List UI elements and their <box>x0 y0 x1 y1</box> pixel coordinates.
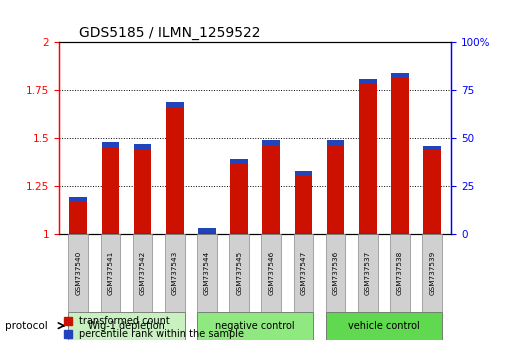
Bar <box>197 234 217 312</box>
Text: Wig-1 depletion: Wig-1 depletion <box>88 321 165 331</box>
Text: GSM737547: GSM737547 <box>301 251 306 295</box>
Text: GSM737541: GSM737541 <box>107 251 113 295</box>
Bar <box>101 234 120 312</box>
Bar <box>165 234 185 312</box>
Text: vehicle control: vehicle control <box>348 321 420 331</box>
Bar <box>69 197 87 234</box>
Bar <box>327 140 345 234</box>
Bar <box>326 234 345 312</box>
Text: GSM737545: GSM737545 <box>236 251 242 295</box>
Text: GSM737546: GSM737546 <box>268 251 274 295</box>
Legend: transformed count, percentile rank within the sample: transformed count, percentile rank withi… <box>64 316 244 339</box>
Bar <box>327 140 345 145</box>
Bar <box>326 312 442 340</box>
Bar <box>197 312 313 340</box>
Bar <box>263 140 280 234</box>
Bar <box>133 234 152 312</box>
Bar <box>422 234 442 312</box>
Bar <box>166 102 184 234</box>
Bar <box>229 234 249 312</box>
Text: GSM737544: GSM737544 <box>204 251 210 295</box>
Bar <box>230 159 248 234</box>
Bar <box>198 228 216 234</box>
Bar <box>391 73 409 234</box>
Bar <box>198 228 216 233</box>
Bar <box>359 79 377 84</box>
Text: GSM737539: GSM737539 <box>429 251 435 295</box>
Text: protocol: protocol <box>5 321 48 331</box>
Text: GSM737540: GSM737540 <box>75 251 81 295</box>
Bar <box>134 144 151 149</box>
Bar <box>134 144 151 234</box>
Bar <box>230 159 248 164</box>
Text: GSM737536: GSM737536 <box>332 251 339 295</box>
Text: GDS5185 / ILMN_1259522: GDS5185 / ILMN_1259522 <box>78 26 260 40</box>
Bar <box>423 146 441 234</box>
Text: GSM737542: GSM737542 <box>140 251 146 295</box>
Bar <box>68 234 88 312</box>
Bar <box>102 142 120 234</box>
Bar <box>166 102 184 107</box>
Bar <box>294 171 312 234</box>
Text: GSM737538: GSM737538 <box>397 251 403 295</box>
Bar <box>391 73 409 78</box>
Text: negative control: negative control <box>215 321 295 331</box>
Bar <box>69 197 87 202</box>
Text: GSM737537: GSM737537 <box>365 251 371 295</box>
Bar <box>263 140 280 145</box>
Bar <box>68 312 185 340</box>
Bar <box>423 146 441 150</box>
Bar <box>359 79 377 234</box>
Bar <box>358 234 378 312</box>
Bar <box>390 234 410 312</box>
Bar <box>262 234 281 312</box>
Text: GSM737543: GSM737543 <box>172 251 178 295</box>
Bar <box>293 234 313 312</box>
Bar <box>102 142 120 147</box>
Bar <box>294 171 312 175</box>
